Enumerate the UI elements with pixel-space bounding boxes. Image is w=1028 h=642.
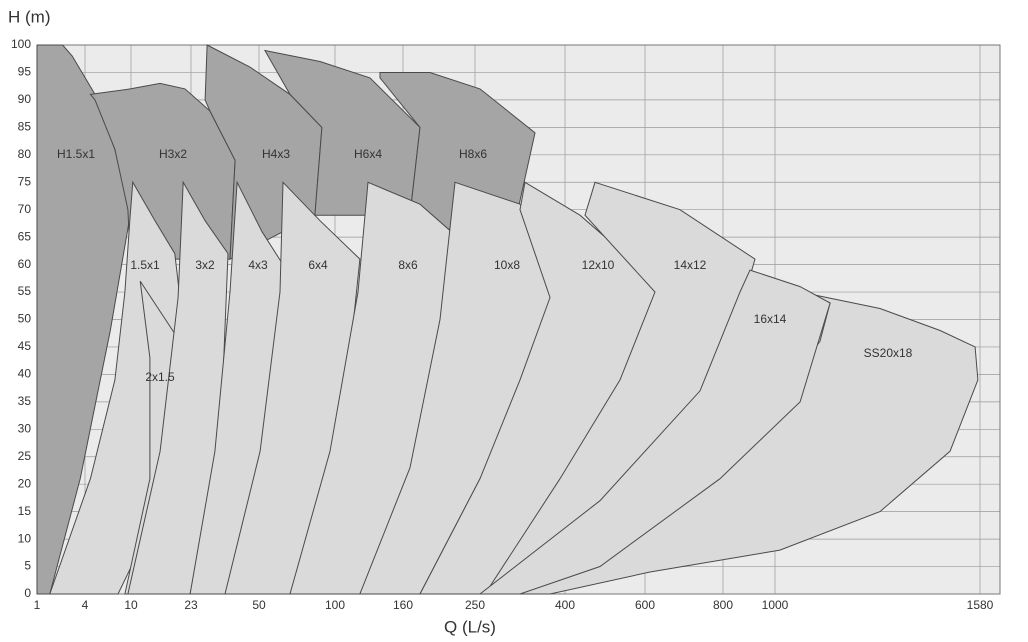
- y-tick-label: 75: [18, 174, 32, 188]
- region-label: SS20x18: [864, 346, 913, 360]
- x-tick-label: 50: [252, 598, 266, 612]
- y-tick-label: 50: [18, 312, 32, 326]
- region-label: 14x12: [674, 258, 707, 272]
- x-tick-label: 400: [555, 598, 575, 612]
- y-tick-label: 100: [11, 37, 31, 51]
- region-label: 8x6: [398, 258, 418, 272]
- region-label: H1.5x1: [57, 147, 95, 161]
- x-tick-label: 800: [713, 598, 733, 612]
- y-tick-label: 45: [18, 339, 32, 353]
- x-tick-label: 4: [82, 598, 89, 612]
- y-tick-label: 5: [24, 559, 31, 573]
- x-tick-label: 1: [34, 598, 41, 612]
- y-axis-label: H (m): [8, 7, 50, 26]
- y-tick-label: 65: [18, 229, 32, 243]
- y-tick-label: 70: [18, 202, 32, 216]
- region-label: 10x8: [494, 258, 520, 272]
- y-tick-label: 55: [18, 284, 32, 298]
- y-tick-label: 90: [18, 92, 32, 106]
- y-tick-label: 35: [18, 394, 32, 408]
- x-tick-label: 160: [393, 598, 413, 612]
- x-tick-label: 1000: [762, 598, 789, 612]
- region-label: H8x6: [459, 147, 487, 161]
- y-tick-label: 30: [18, 421, 32, 435]
- x-tick-label: 600: [635, 598, 655, 612]
- y-tick-label: 15: [18, 504, 32, 518]
- region-label: 6x4: [308, 258, 328, 272]
- y-tick-label: 85: [18, 120, 32, 134]
- x-tick-label: 23: [184, 598, 198, 612]
- region-label: 2x1.5: [145, 370, 175, 384]
- region-label: H4x3: [262, 147, 290, 161]
- y-tick-label: 40: [18, 367, 32, 381]
- y-tick-label: 10: [18, 531, 32, 545]
- x-tick-label: 10: [124, 598, 138, 612]
- region-label: 16x14: [754, 312, 787, 326]
- y-tick-label: 60: [18, 257, 32, 271]
- region-label: 4x3: [248, 258, 268, 272]
- x-tick-label: 250: [465, 598, 485, 612]
- y-tick-label: 25: [18, 449, 32, 463]
- x-axis-label: Q (L/s): [444, 617, 496, 636]
- x-tick-label: 1580: [967, 598, 994, 612]
- region-label: 1.5x1: [130, 258, 160, 272]
- region-label: 3x2: [195, 258, 215, 272]
- x-tick-label: 100: [325, 598, 345, 612]
- region-label: H3x2: [159, 147, 187, 161]
- y-tick-label: 95: [18, 65, 32, 79]
- y-tick-label: 0: [24, 586, 31, 600]
- y-tick-label: 80: [18, 147, 32, 161]
- y-tick-label: 20: [18, 476, 32, 490]
- region-label: H6x4: [354, 147, 382, 161]
- region-label: 12x10: [582, 258, 615, 272]
- pump-region: [478, 269, 831, 595]
